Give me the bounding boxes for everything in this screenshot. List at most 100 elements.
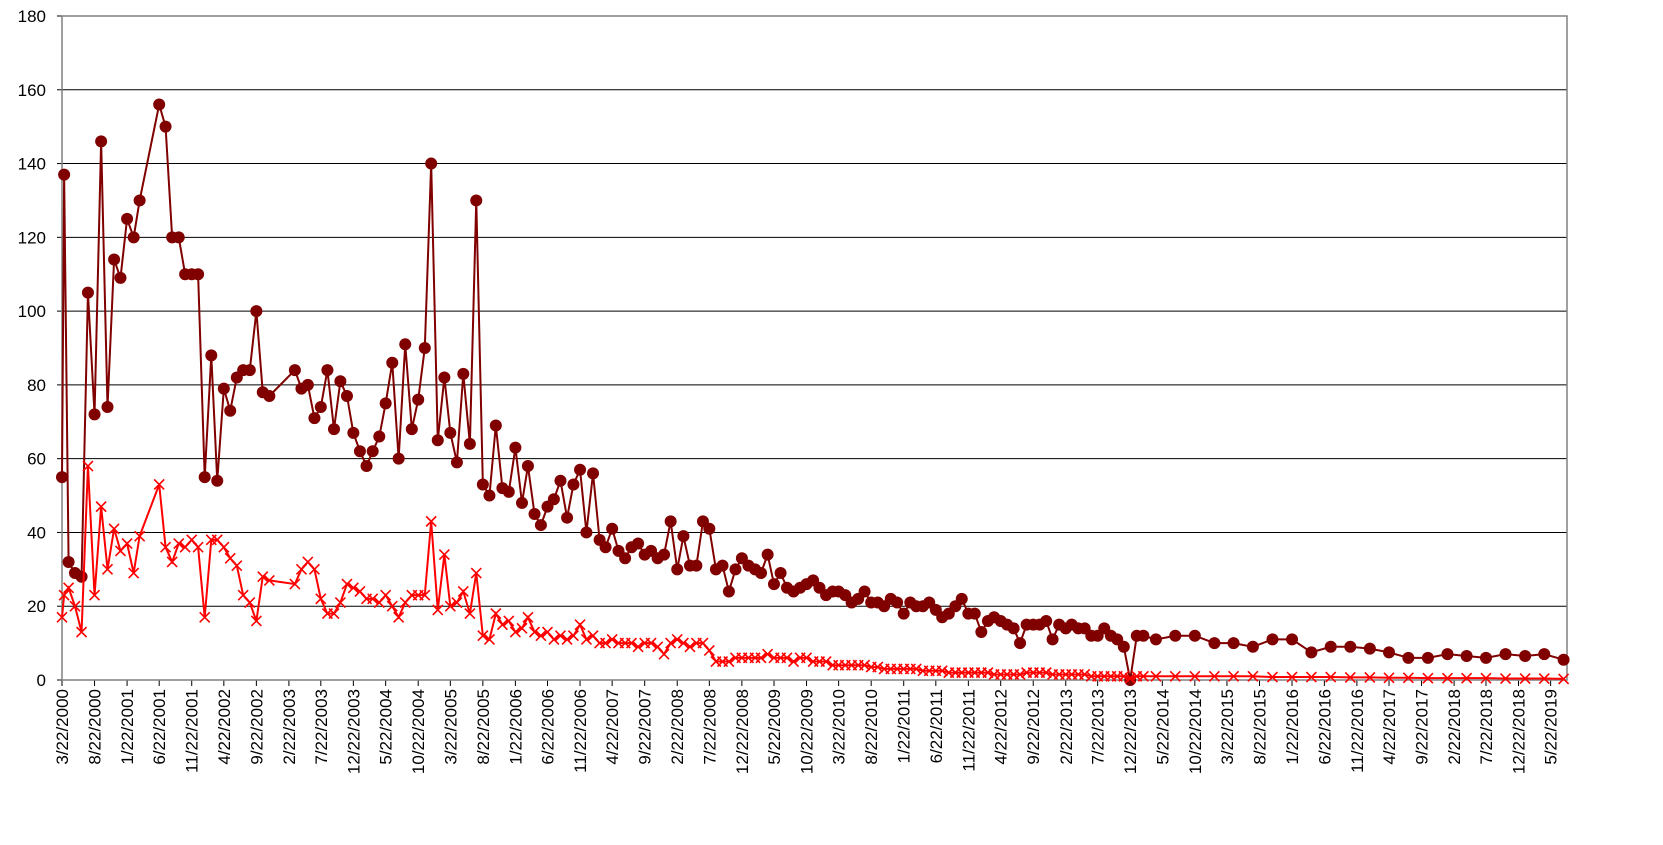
marker: [288, 364, 301, 377]
marker: [1480, 672, 1492, 684]
marker: [1247, 670, 1259, 682]
x-tick-label: 7/22/2008: [700, 689, 719, 765]
marker: [263, 574, 275, 586]
marker: [515, 496, 528, 509]
marker: [166, 556, 178, 568]
x-tick-label: 1/22/2006: [506, 689, 525, 765]
marker: [1344, 671, 1356, 683]
y-tick-label: 0: [37, 671, 46, 690]
marker: [1188, 629, 1201, 642]
marker: [761, 548, 774, 561]
marker: [599, 637, 612, 649]
marker: [470, 567, 482, 579]
marker: [1208, 637, 1221, 650]
marker: [859, 659, 871, 671]
marker: [1040, 667, 1052, 679]
marker: [658, 548, 671, 561]
marker: [1208, 670, 1220, 682]
marker: [56, 471, 68, 484]
marker: [968, 607, 981, 620]
marker: [438, 549, 450, 561]
x-tick-label: 9/22/2017: [1413, 689, 1432, 765]
marker: [1305, 646, 1318, 659]
marker: [198, 471, 211, 484]
marker: [502, 485, 515, 498]
marker: [1421, 651, 1434, 664]
x-tick-label: 12/22/2018: [1510, 689, 1529, 774]
marker: [554, 474, 567, 487]
x-tick-label: 5/22/2014: [1153, 689, 1172, 765]
marker: [101, 401, 114, 414]
marker: [554, 630, 567, 642]
x-tick-label: 11/22/2016: [1348, 689, 1367, 773]
x-tick-label: 9/22/2007: [636, 689, 655, 765]
marker: [95, 135, 108, 148]
marker: [476, 478, 489, 491]
marker: [774, 567, 787, 580]
marker: [1149, 633, 1162, 646]
marker: [1227, 637, 1240, 650]
marker: [405, 423, 418, 436]
marker: [1538, 672, 1550, 685]
marker: [729, 563, 742, 576]
marker: [1402, 672, 1414, 684]
marker: [528, 626, 541, 638]
marker: [224, 404, 237, 417]
marker: [762, 648, 774, 660]
marker: [108, 523, 120, 535]
marker: [250, 615, 262, 627]
marker: [419, 589, 431, 601]
y-tick-label: 20: [27, 597, 46, 616]
y-tick-label: 80: [27, 376, 46, 395]
marker: [800, 652, 813, 664]
marker: [1137, 670, 1149, 682]
marker: [1460, 650, 1473, 663]
marker: [1324, 640, 1337, 653]
marker: [464, 608, 476, 620]
marker: [580, 633, 592, 645]
x-tick-label: 3/22/2010: [830, 689, 849, 765]
y-tick-label: 100: [18, 302, 46, 321]
x-tick-label: 9/22/2012: [1024, 689, 1043, 765]
marker: [327, 423, 340, 436]
marker: [606, 522, 619, 535]
marker: [1007, 622, 1020, 635]
marker: [160, 541, 172, 553]
marker: [444, 426, 457, 439]
y-tick-label: 160: [18, 81, 46, 100]
marker: [1441, 672, 1454, 684]
marker: [58, 589, 70, 601]
marker: [373, 430, 386, 443]
marker: [671, 563, 684, 576]
marker: [133, 194, 146, 207]
marker: [1325, 671, 1337, 683]
marker: [218, 541, 230, 553]
marker: [503, 615, 515, 627]
marker: [82, 460, 94, 472]
marker: [263, 389, 276, 402]
marker: [955, 592, 968, 605]
marker: [1538, 648, 1551, 661]
marker: [1124, 674, 1137, 686]
marker: [1461, 672, 1473, 684]
marker: [250, 305, 263, 318]
marker: [431, 434, 444, 447]
marker: [347, 426, 360, 439]
marker: [1479, 651, 1492, 664]
x-tick-label: 4/22/2007: [603, 689, 622, 765]
marker: [787, 655, 800, 668]
marker: [522, 611, 534, 623]
marker: [936, 665, 948, 677]
marker: [399, 338, 412, 351]
marker: [645, 637, 657, 649]
marker: [217, 382, 230, 395]
marker: [1422, 672, 1434, 684]
marker: [1441, 648, 1454, 661]
x-tick-label: 11/22/2006: [571, 689, 590, 773]
marker: [438, 371, 451, 384]
marker: [1266, 633, 1279, 646]
marker: [521, 460, 534, 473]
marker: [891, 596, 904, 609]
marker: [1040, 614, 1053, 627]
